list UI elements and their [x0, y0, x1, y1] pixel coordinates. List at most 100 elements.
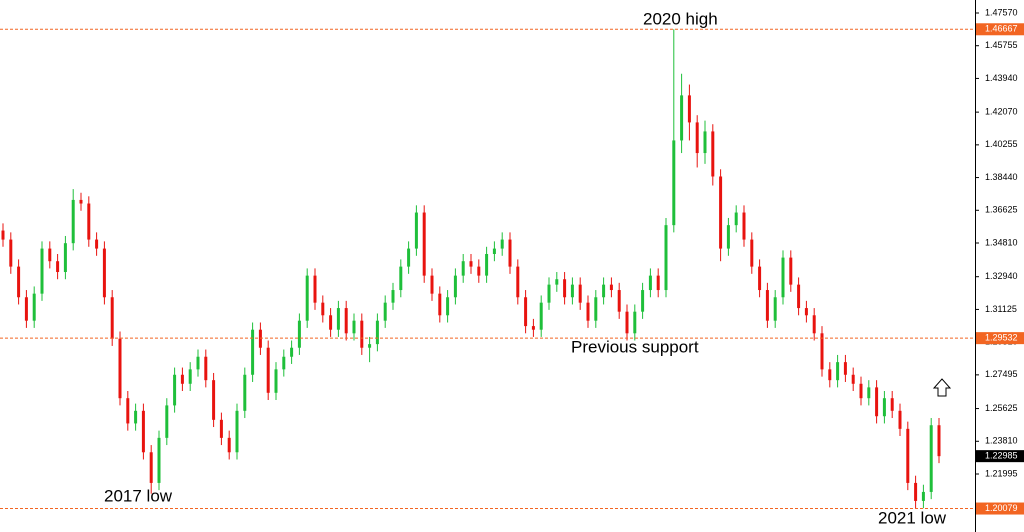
candle-body	[32, 293, 36, 321]
candle-body	[227, 437, 231, 453]
candle-body	[360, 320, 364, 348]
y-tick-label: 1.25625	[985, 403, 1018, 413]
candle-body	[344, 308, 348, 334]
candle-body	[485, 253, 489, 276]
candle-body	[95, 239, 99, 249]
candle-body	[508, 239, 512, 267]
candle-body	[882, 398, 886, 417]
candle-body	[438, 293, 442, 316]
candle-body	[687, 95, 691, 123]
y-tick-label: 1.45755	[985, 40, 1018, 50]
candle-body	[742, 212, 746, 240]
candle-body	[305, 275, 309, 321]
candle-body	[773, 297, 777, 321]
candle-body	[79, 199, 83, 204]
candle-body	[859, 383, 863, 399]
y-tick-label: 1.42070	[985, 107, 1018, 117]
candle-body	[24, 297, 28, 321]
candle-body	[680, 95, 684, 141]
candle-body	[446, 297, 450, 316]
candle-body	[282, 356, 286, 370]
candle-body	[383, 302, 387, 321]
candle-body	[547, 284, 551, 303]
candle-body	[17, 266, 21, 298]
candle-body	[188, 369, 192, 384]
annotation: Previous support	[571, 337, 699, 356]
candle-body	[149, 452, 153, 483]
candle-body	[843, 362, 847, 375]
candle-body	[422, 212, 426, 276]
candle-body	[617, 290, 621, 312]
candle-body	[399, 266, 403, 291]
candle-body	[820, 333, 824, 370]
y-tick-label: 1.34810	[985, 237, 1018, 247]
candle-body	[329, 315, 333, 330]
candle-body	[906, 428, 910, 483]
candle-body	[563, 279, 567, 298]
candle-body	[703, 131, 707, 154]
candle-body	[586, 302, 590, 321]
candle-body	[110, 297, 114, 339]
candle-body	[63, 243, 67, 273]
candle-body	[313, 275, 317, 303]
level-label: 1.29532	[985, 333, 1018, 343]
candle-body	[570, 284, 574, 298]
level-label: 1.20079	[985, 503, 1018, 513]
candle-body	[524, 297, 528, 327]
candle-body	[1, 230, 5, 240]
candle-body	[719, 176, 723, 249]
candle-body	[71, 199, 75, 244]
candle-body	[648, 275, 652, 291]
candle-body	[836, 362, 840, 381]
y-tick-label: 1.38440	[985, 172, 1018, 182]
candle-body	[789, 257, 793, 285]
candle-body	[602, 284, 606, 298]
candle-body	[430, 275, 434, 294]
candle-body	[851, 374, 855, 384]
candle-body	[414, 212, 418, 249]
level-tag	[976, 23, 1024, 36]
candle-body	[875, 387, 879, 417]
candle-body	[758, 266, 762, 291]
y-tick-label: 1.31125	[985, 304, 1017, 314]
candle-body	[375, 320, 379, 345]
candle-body	[251, 329, 255, 375]
candle-body	[321, 302, 325, 316]
current-price-label: 1.22985	[985, 451, 1018, 461]
candle-body	[258, 329, 262, 348]
candle-body	[555, 279, 559, 285]
candle-body	[828, 369, 832, 381]
candle-body	[212, 380, 216, 420]
candle-body	[867, 387, 871, 399]
candle-body	[352, 320, 356, 334]
candle-body	[126, 398, 130, 424]
level-tag	[976, 502, 1024, 515]
candle-body	[407, 248, 411, 267]
candle-body	[368, 344, 372, 348]
y-tick-label: 1.36625	[985, 205, 1018, 215]
candle-body	[656, 275, 660, 291]
candle-body	[461, 261, 465, 276]
candle-body	[290, 347, 294, 357]
candle-body	[937, 425, 941, 457]
candle-body	[56, 261, 60, 273]
candle-body	[87, 203, 91, 240]
annotation: 2021 low	[878, 508, 947, 527]
candle-body	[594, 297, 598, 321]
candle-body	[633, 311, 637, 334]
candle-body	[812, 315, 816, 334]
candle-body	[196, 356, 200, 370]
candle-body	[235, 410, 239, 453]
candle-body	[516, 266, 520, 298]
candle-body	[750, 239, 754, 267]
candle-body	[453, 275, 457, 298]
candle-body	[118, 338, 122, 399]
annotation: 2020 high	[643, 9, 718, 28]
candle-body	[165, 405, 169, 438]
up-arrow-icon	[932, 378, 952, 397]
candle-body	[898, 410, 902, 429]
candle-body	[578, 284, 582, 303]
candle-body	[469, 261, 473, 267]
candle-body	[219, 419, 223, 438]
y-tick-label: 1.40255	[985, 139, 1018, 149]
